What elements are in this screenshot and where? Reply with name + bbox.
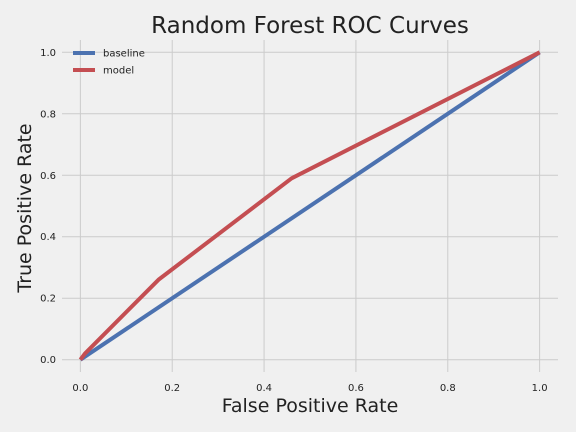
y-tick-label: 0.4: [40, 232, 56, 243]
legend: baseline model: [73, 49, 145, 77]
y-tick-label: 0.6: [40, 171, 56, 182]
x-tick-label: 0.8: [440, 383, 456, 394]
series-line-baseline: [79, 50, 541, 362]
x-axis-label: False Positive Rate: [222, 395, 399, 417]
legend-label-model: model: [103, 66, 134, 77]
y-tick-label: 0.0: [40, 355, 56, 366]
x-tick-label: 0.2: [164, 383, 180, 394]
y-tick-label: 0.8: [40, 109, 56, 120]
legend-label-baseline: baseline: [103, 49, 145, 60]
y-tick-label: 1.0: [40, 48, 56, 59]
x-tick-label: 1.0: [532, 383, 548, 394]
grid: [62, 40, 558, 372]
tick-labels: 0.0 0.2 0.4 0.6 0.8 1.0 0.0 0.2 0.4 0.6 0.8 1.0: [40, 48, 547, 394]
y-tick-label: 0.2: [40, 294, 56, 305]
x-tick-label: 0.6: [348, 383, 364, 394]
y-axis-label: True Positive Rate: [14, 123, 36, 293]
x-tick-label: 0.0: [72, 383, 88, 394]
chart-title: Random Forest ROC Curves: [151, 13, 469, 39]
x-tick-label: 0.4: [256, 383, 272, 394]
series-line-model: [78, 50, 541, 361]
series-lines: [78, 50, 541, 362]
